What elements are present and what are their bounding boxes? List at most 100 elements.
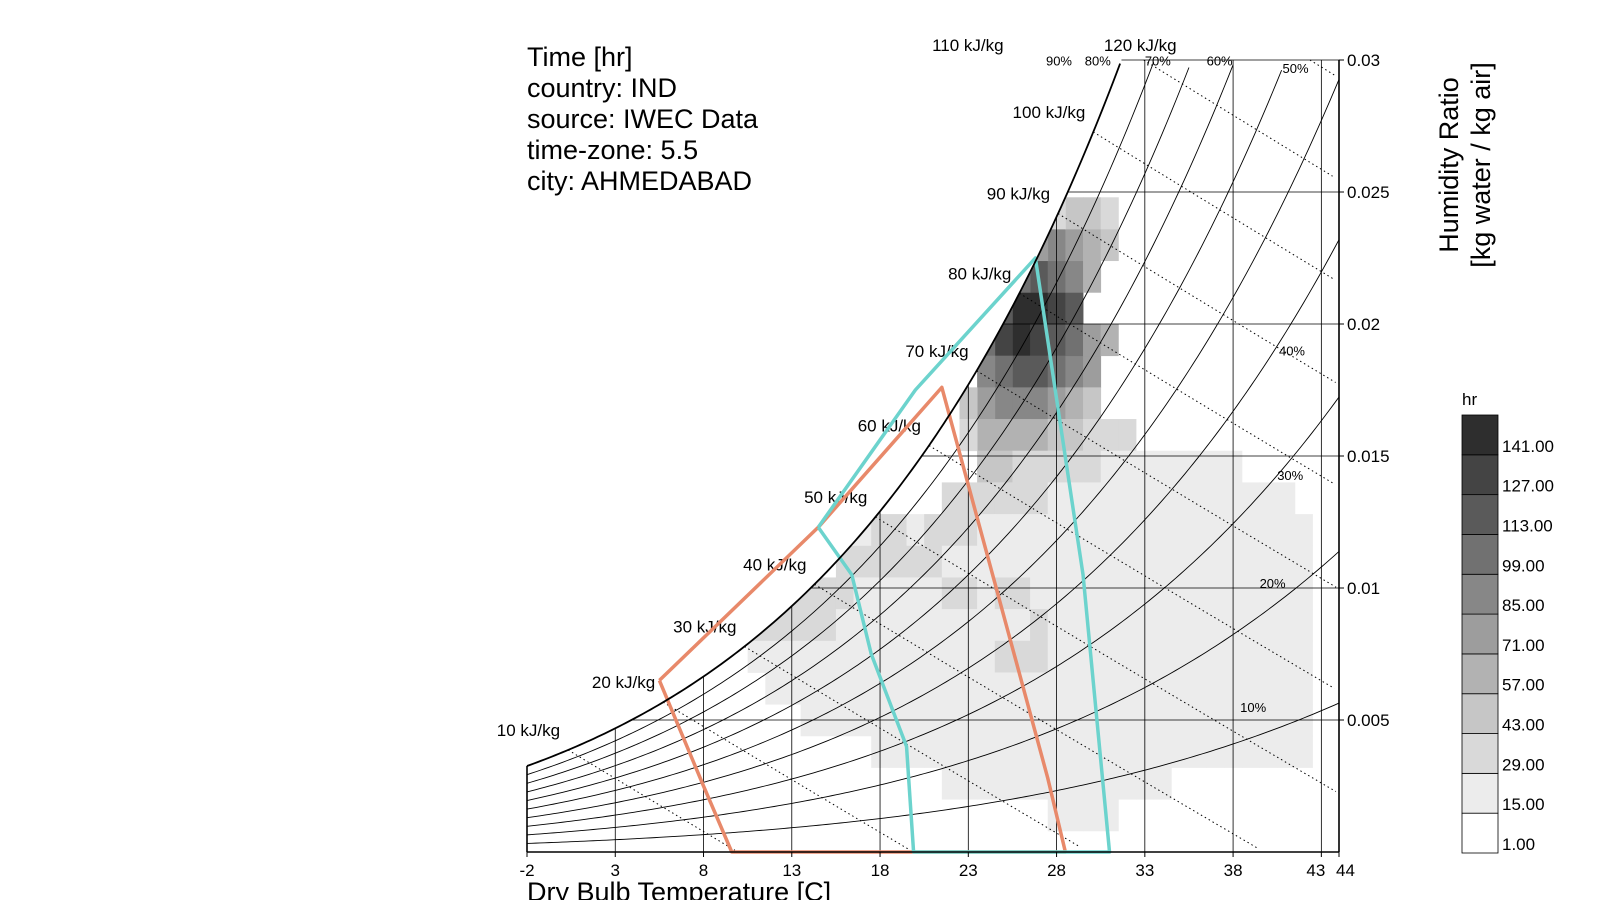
legend-swatch: [1461, 414, 1499, 456]
heatmap-cell: [1153, 767, 1172, 800]
heatmap-cell: [1118, 672, 1137, 705]
legend-swatch: [1461, 494, 1499, 535]
x-axis-title: Dry Bulb Temperature [C]: [527, 877, 831, 900]
heatmap-cell: [1065, 387, 1084, 420]
heatmap-cell: [888, 577, 907, 610]
heatmap-cell: [977, 672, 996, 705]
heatmap-cell: [1083, 260, 1102, 293]
heatmap-cell: [1171, 545, 1190, 578]
heatmap-cell: [1100, 228, 1119, 262]
heatmap-cell: [1294, 735, 1313, 768]
heatmap-cell: [800, 672, 819, 705]
heatmap-cell: [1259, 640, 1278, 673]
rh-label: 60%: [1207, 53, 1233, 68]
x-tick-label: -2: [519, 861, 534, 880]
rh-line: [526, 239, 1340, 819]
heatmap-cell: [1259, 545, 1278, 578]
info-block: Time [hr] country: IND source: IWEC Data…: [527, 42, 759, 196]
heatmap-cell: [1012, 324, 1031, 357]
heatmap-cell: [1188, 609, 1208, 642]
heatmap-cell: [1241, 672, 1260, 705]
heatmap-cell: [1083, 355, 1102, 388]
heatmap-cell: [1294, 640, 1313, 673]
heatmap-cell: [1206, 545, 1225, 578]
heatmap-cell: [1259, 482, 1278, 515]
heatmap-cell: [1083, 482, 1102, 515]
heatmap-cell: [1100, 672, 1119, 705]
heatmap-cell: [888, 609, 907, 642]
heatmap-cell: [1153, 450, 1172, 483]
heatmap-cell: [1241, 735, 1260, 768]
heatmap-cell: [1206, 482, 1225, 515]
y-axis-title-line: Humidity Ratio: [1434, 77, 1464, 253]
heatmap-cell: [1065, 292, 1084, 325]
heatmap-cell: [1065, 767, 1084, 800]
enthalpy-line: [875, 516, 1337, 792]
heatmap-cell: [977, 609, 996, 642]
heatmap-cell: [1100, 545, 1119, 578]
colorbar-legend: hr 1.00 15.00 29.00 43.00 57.00 71.00 85.00 99.…: [1461, 390, 1554, 854]
enthalpy-line: [1057, 213, 1336, 383]
heatmap-cell: [1030, 450, 1049, 483]
heatmap-cell: [941, 672, 960, 705]
heatmap-cell: [1083, 545, 1102, 578]
heatmap-cell: [1065, 260, 1084, 293]
heatmap-cell: [1206, 514, 1225, 547]
y-tick-label: 0.005: [1347, 711, 1390, 730]
rh-line: [526, 551, 1340, 836]
heatmap-cell: [1012, 450, 1031, 483]
heatmap-cell: [1030, 228, 1049, 262]
enthalpy-line: [662, 701, 911, 851]
heatmap-cell: [1118, 577, 1137, 610]
y-tick-label: 0.02: [1347, 315, 1380, 334]
heatmap-cell: [1153, 735, 1172, 768]
heatmap-cell: [1083, 672, 1102, 705]
heatmap-cell: [1277, 577, 1296, 610]
heatmap-cell: [1188, 577, 1208, 610]
heatmap-cell: [1294, 514, 1313, 547]
heatmap-cell: [1153, 514, 1172, 547]
heatmap-cell: [1206, 735, 1225, 768]
heatmap-cell: [1241, 609, 1260, 642]
heatmap-cell: [994, 672, 1013, 705]
heatmap-cell: [941, 609, 960, 642]
x-tick-label: 3: [611, 861, 620, 880]
rh-label: 70%: [1145, 53, 1171, 68]
heatmap-cell: [853, 672, 872, 705]
heatmap-cell: [1083, 767, 1102, 800]
enthalpy-label: 90 kJ/kg: [987, 185, 1050, 204]
heatmap-cell: [1188, 450, 1208, 483]
heatmap-cell: [1100, 577, 1119, 610]
enthalpy-line: [744, 646, 1081, 848]
heatmap-cell: [941, 545, 960, 578]
rh-label: 80%: [1085, 53, 1111, 68]
heatmap-cell: [924, 577, 943, 610]
heatmap-cell: [1259, 577, 1278, 610]
heatmap-cell: [1171, 482, 1190, 515]
heatmap-cell: [994, 450, 1013, 483]
legend-swatch: [1461, 454, 1499, 496]
heatmap-cell: [1241, 577, 1260, 610]
heatmap-cell: [835, 640, 854, 673]
legend-label: 57.00: [1502, 676, 1545, 695]
heatmap-cell: [1118, 609, 1137, 642]
enthalpy-label: 110 kJ/kg: [932, 36, 1004, 55]
heatmap-cell: [1241, 482, 1260, 515]
rh-line: [526, 61, 1155, 776]
heatmap-cell: [1206, 672, 1225, 705]
heatmap-cell: [1153, 577, 1172, 610]
heatmap-cell: [1065, 640, 1084, 673]
heatmap-cell: [1012, 514, 1031, 547]
heatmap-cell: [1065, 735, 1084, 768]
x-tick-label: 44: [1336, 861, 1355, 880]
heatmap-cell: [941, 577, 960, 610]
heatmap-cell: [1206, 577, 1225, 610]
heatmap-cell: [800, 609, 819, 642]
heatmap-cell: [924, 672, 943, 705]
heatmap-cell: [924, 609, 943, 642]
rh-label: 90%: [1046, 53, 1072, 68]
rh-label: 40%: [1279, 344, 1305, 359]
heatmap-cell: [888, 545, 907, 578]
heatmap-cell: [853, 545, 872, 578]
legend-swatch: [1461, 653, 1499, 695]
